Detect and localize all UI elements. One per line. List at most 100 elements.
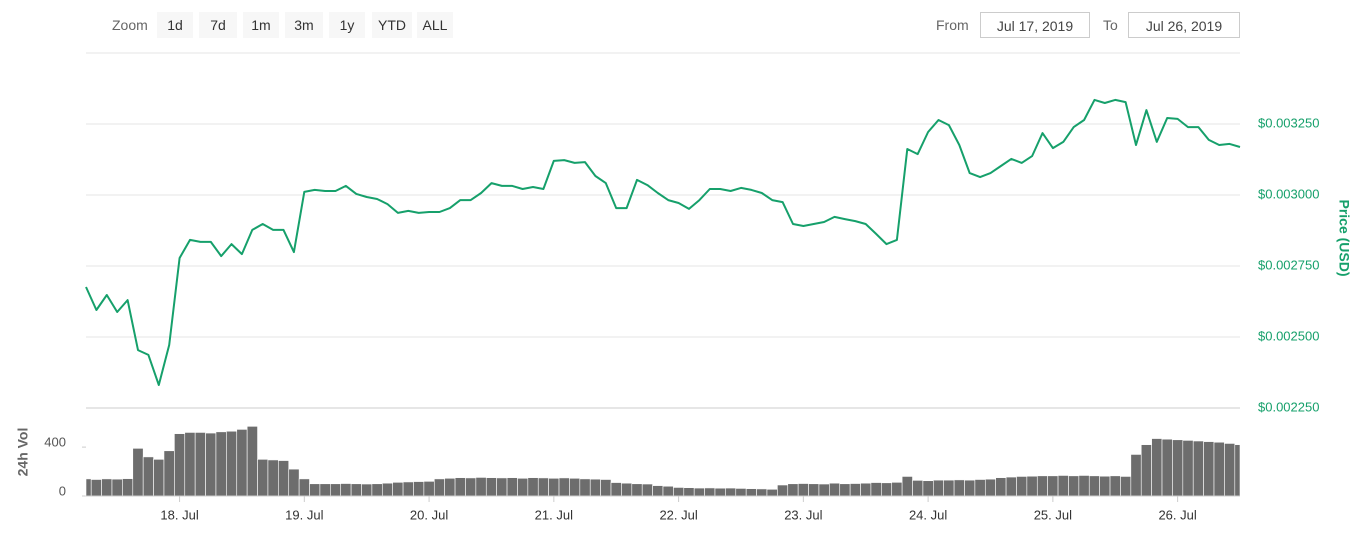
volume-bar bbox=[984, 478, 996, 497]
y2-tick-label: 0 bbox=[59, 483, 66, 498]
y-tick-label: $0.002750 bbox=[1258, 257, 1319, 272]
zoom-button[interactable]: 1d bbox=[157, 12, 193, 38]
volume-bar bbox=[922, 480, 934, 497]
volume-bar bbox=[745, 488, 757, 497]
volume-bar bbox=[777, 484, 789, 497]
volume-bar bbox=[849, 483, 861, 497]
volume-bar bbox=[517, 477, 529, 497]
volume-bar bbox=[485, 477, 497, 497]
volume-bar bbox=[1068, 475, 1080, 497]
volume-bar bbox=[610, 482, 622, 497]
price-line bbox=[85, 98, 1241, 386]
y-tick-label: $0.003250 bbox=[1258, 115, 1319, 130]
x-tick-label: 22. Jul bbox=[659, 507, 697, 522]
volume-bar bbox=[454, 477, 466, 497]
from-input[interactable]: Jul 17, 2019 bbox=[980, 12, 1090, 38]
volume-bar bbox=[1016, 476, 1028, 497]
zoom-button[interactable]: 1m bbox=[243, 12, 279, 38]
volume-bar bbox=[652, 485, 664, 497]
volume-bar bbox=[215, 431, 227, 497]
x-tick-label: 19. Jul bbox=[285, 507, 323, 522]
volume-bar bbox=[548, 477, 560, 497]
volume-bar bbox=[288, 468, 300, 497]
volume-bar bbox=[558, 477, 570, 497]
zoom-button[interactable]: YTD bbox=[372, 12, 412, 38]
zoom-label: Zoom bbox=[112, 17, 148, 33]
volume-bar bbox=[704, 487, 716, 497]
volume-bar bbox=[881, 482, 893, 497]
volume-bar bbox=[236, 429, 248, 497]
volume-bar bbox=[122, 478, 134, 497]
volume-bar bbox=[371, 483, 383, 497]
volume-bar bbox=[943, 479, 955, 497]
zoom-button[interactable]: 7d bbox=[199, 12, 237, 38]
x-tick-label: 26. Jul bbox=[1158, 507, 1196, 522]
volume-bar bbox=[267, 459, 279, 497]
volume-bar bbox=[257, 459, 269, 497]
volume-bar bbox=[1130, 454, 1142, 497]
volume-bar bbox=[1234, 444, 1241, 497]
volume-bar bbox=[673, 487, 685, 497]
volume-bar bbox=[1161, 438, 1173, 497]
y-tick-label: $0.002250 bbox=[1258, 399, 1319, 414]
volume-bar bbox=[600, 479, 612, 497]
volume-bar bbox=[870, 482, 882, 497]
volume-bar bbox=[829, 482, 841, 497]
volume-bar bbox=[132, 448, 144, 497]
x-tick-label: 21. Jul bbox=[535, 507, 573, 522]
volume-bar bbox=[340, 483, 352, 497]
zoom-button[interactable]: ALL bbox=[417, 12, 453, 38]
volume-bar bbox=[298, 478, 310, 497]
volume-bar bbox=[1203, 441, 1215, 497]
volume-bar bbox=[901, 476, 913, 497]
y2-tick-label: 400 bbox=[44, 435, 66, 450]
volume-bar bbox=[818, 483, 830, 497]
volume-bar bbox=[111, 478, 123, 497]
volume-bar bbox=[527, 477, 539, 497]
volume-bar bbox=[662, 485, 674, 497]
volume-bar bbox=[330, 483, 342, 497]
volume-bar bbox=[933, 479, 945, 497]
to-label: To bbox=[1103, 17, 1118, 33]
y2-axis-label: 24h Vol bbox=[15, 428, 31, 477]
volume-bar bbox=[1120, 476, 1132, 497]
volume-bar bbox=[194, 432, 206, 497]
x-tick-label: 20. Jul bbox=[410, 507, 448, 522]
volume-bar bbox=[402, 481, 414, 497]
zoom-button[interactable]: 3m bbox=[285, 12, 323, 38]
volume-bar bbox=[1005, 476, 1017, 497]
zoom-button[interactable]: 1y bbox=[329, 12, 365, 38]
volume-bar bbox=[184, 432, 196, 497]
volume-bar bbox=[1057, 475, 1069, 497]
volume-bar bbox=[912, 480, 924, 497]
volume-bar bbox=[413, 481, 425, 497]
x-tick-label: 24. Jul bbox=[909, 507, 947, 522]
volume-bar bbox=[506, 477, 518, 497]
volume-bar bbox=[1172, 439, 1184, 497]
volume-bar bbox=[683, 487, 695, 497]
volume-bar bbox=[714, 487, 726, 497]
volume-bar bbox=[163, 450, 175, 497]
volume-bar bbox=[85, 478, 92, 497]
volume-bar bbox=[309, 483, 321, 497]
volume-bar bbox=[621, 482, 633, 497]
volume-bar bbox=[174, 433, 186, 497]
volume-bar bbox=[319, 483, 331, 497]
volume-bar bbox=[579, 478, 591, 497]
x-tick-label: 25. Jul bbox=[1034, 507, 1072, 522]
volume-bar bbox=[953, 479, 965, 497]
volume-bar bbox=[995, 477, 1007, 497]
volume-bar bbox=[693, 487, 705, 497]
to-input[interactable]: Jul 26, 2019 bbox=[1128, 12, 1240, 38]
volume-bar bbox=[1109, 475, 1121, 497]
volume-bar bbox=[1213, 441, 1225, 497]
volume-bar bbox=[839, 483, 851, 497]
volume-bar bbox=[891, 482, 903, 497]
y-tick-label: $0.002500 bbox=[1258, 328, 1319, 343]
y-tick-label: $0.003000 bbox=[1258, 186, 1319, 201]
y-axis-label: Price (USD) bbox=[1336, 199, 1352, 276]
volume-bar bbox=[381, 482, 393, 497]
volume-bar bbox=[735, 488, 747, 497]
volume-bar bbox=[433, 478, 445, 497]
volume-bar bbox=[465, 477, 477, 497]
